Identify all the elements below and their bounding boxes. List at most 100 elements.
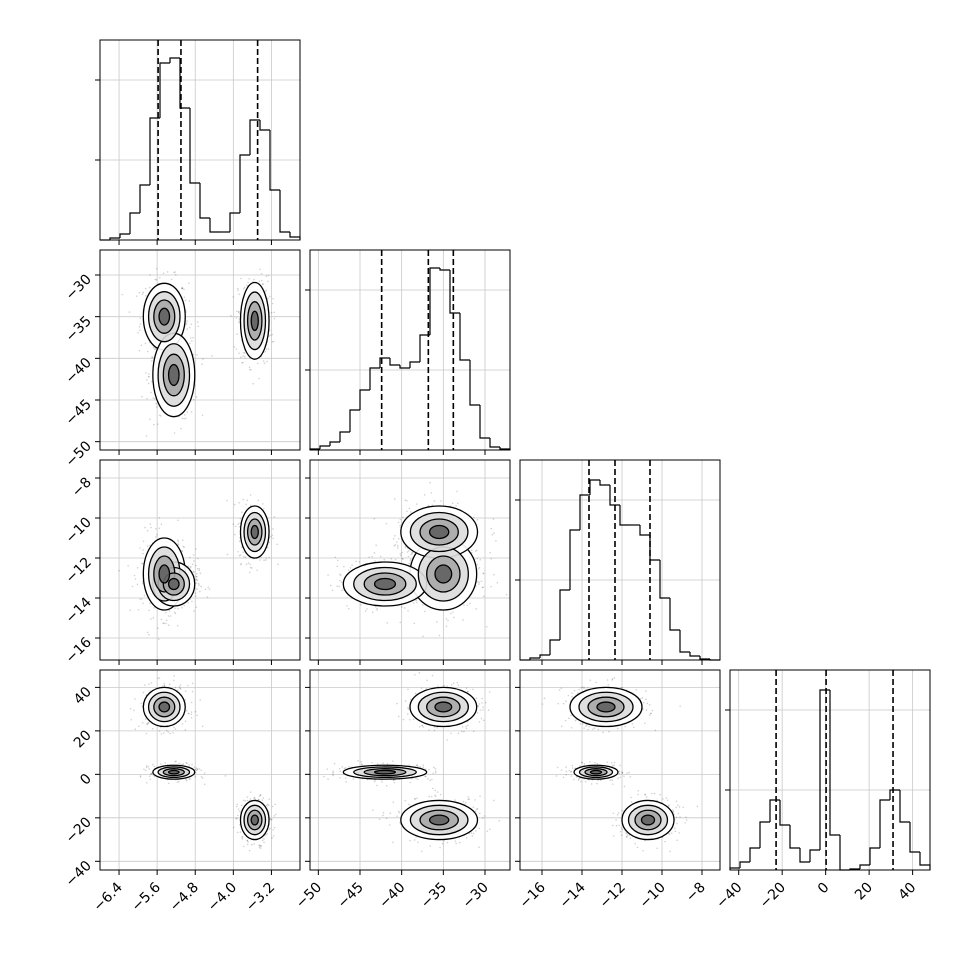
- sample-point: [443, 684, 445, 687]
- sample-point: [478, 812, 481, 815]
- sample-point: [247, 281, 249, 284]
- sample-point: [417, 841, 419, 844]
- sample-point: [415, 836, 417, 838]
- histogram-step: [459, 313, 470, 361]
- sample-point: [259, 845, 262, 847]
- sample-point: [262, 283, 264, 285]
- sample-point: [207, 586, 210, 589]
- sample-point: [272, 537, 274, 540]
- sample-point: [196, 572, 198, 575]
- sample-point: [131, 585, 134, 588]
- histogram-step: [399, 365, 410, 369]
- sample-point: [193, 766, 196, 768]
- sample-point: [406, 510, 408, 513]
- y-tick-label: −12: [63, 555, 95, 587]
- sample-point: [179, 687, 181, 689]
- sample-point: [242, 799, 245, 802]
- sample-point: [241, 511, 243, 514]
- sample-point: [413, 798, 416, 800]
- sample-point: [167, 624, 170, 626]
- sample-point: [275, 813, 277, 816]
- sample-point: [351, 564, 353, 566]
- sample-point: [201, 363, 203, 366]
- sample-point: [154, 278, 157, 281]
- sample-point: [163, 682, 166, 685]
- sample-point: [474, 810, 477, 813]
- sample-point: [483, 815, 486, 817]
- sample-point: [480, 717, 483, 720]
- sample-point: [191, 563, 194, 566]
- sample-point: [339, 777, 341, 779]
- histogram-step: [359, 389, 370, 410]
- sample-point: [397, 715, 400, 718]
- sample-point: [181, 287, 183, 289]
- sample-point: [269, 818, 272, 821]
- sample-point: [482, 595, 485, 598]
- histogram-step: [479, 405, 490, 439]
- sample-point: [151, 773, 153, 775]
- sample-point: [153, 765, 156, 768]
- sample-point: [426, 679, 429, 682]
- sample-point: [139, 323, 142, 325]
- sample-point: [422, 764, 425, 767]
- sample-point: [250, 369, 252, 371]
- sample-point: [399, 553, 402, 555]
- sample-point: [409, 698, 412, 701]
- sample-point: [329, 584, 332, 587]
- sample-point: [148, 683, 150, 685]
- sample-point: [430, 491, 433, 494]
- sample-point: [183, 288, 185, 291]
- sample-point: [167, 615, 170, 617]
- sample-point: [174, 760, 176, 763]
- sample-point: [269, 329, 271, 332]
- histogram-step: [619, 505, 630, 526]
- sample-point: [183, 418, 185, 420]
- sample-point: [190, 711, 193, 713]
- sample-point: [397, 810, 400, 813]
- sample-point: [457, 732, 460, 735]
- sample-point: [385, 817, 388, 820]
- sample-point: [142, 291, 145, 294]
- y-tick-label: −50: [63, 438, 95, 470]
- sample-point: [431, 778, 433, 781]
- sample-point: [200, 585, 202, 588]
- sample-point: [268, 556, 270, 559]
- sample-point: [179, 688, 182, 690]
- sample-point: [261, 799, 264, 801]
- sample-point: [239, 517, 242, 520]
- sample-point: [173, 271, 175, 274]
- sample-point: [177, 607, 179, 610]
- sample-point: [145, 435, 148, 437]
- sample-point: [436, 621, 438, 623]
- sample-point: [236, 333, 238, 335]
- sample-point: [183, 546, 186, 548]
- sample-point: [339, 579, 341, 582]
- sample-point: [238, 501, 240, 504]
- sample-point: [249, 563, 251, 566]
- sample-point: [164, 762, 167, 764]
- y-tick-label: −16: [63, 634, 95, 666]
- sample-point: [196, 579, 199, 582]
- sample-point: [253, 796, 256, 799]
- sample-point: [151, 727, 154, 730]
- sample-point: [408, 507, 411, 510]
- sample-point: [271, 534, 274, 537]
- sample-point: [407, 706, 409, 709]
- sample-point: [248, 277, 250, 280]
- sample-point: [264, 833, 267, 836]
- x-tick-label: −6.4: [91, 879, 126, 914]
- sample-point: [438, 634, 441, 637]
- sample-point: [183, 604, 186, 607]
- sample-point: [268, 828, 271, 831]
- sample-point: [271, 302, 274, 305]
- sample-point: [475, 608, 478, 610]
- sample-point: [265, 289, 268, 292]
- sample-point: [148, 633, 150, 636]
- sample-point: [418, 672, 421, 674]
- sample-point: [149, 418, 151, 421]
- sample-point: [150, 526, 152, 529]
- sample-point: [201, 777, 204, 779]
- sample-point: [193, 570, 195, 573]
- sample-point: [195, 575, 198, 578]
- sample-point: [267, 297, 269, 299]
